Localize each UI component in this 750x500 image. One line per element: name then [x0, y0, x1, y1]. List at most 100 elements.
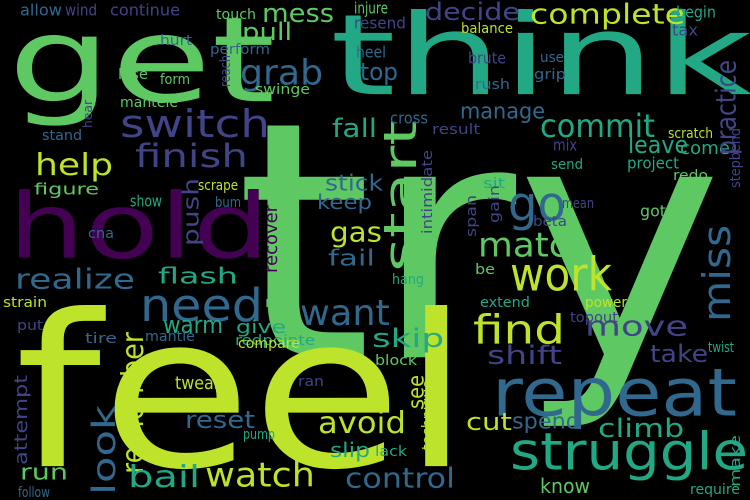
word-wind: wind — [65, 0, 98, 20]
word-power: power — [585, 293, 628, 311]
word-perform: perform — [210, 40, 271, 58]
word-finish: finish — [135, 137, 248, 175]
word-span: span — [462, 194, 480, 237]
word-got: got — [640, 201, 666, 221]
word-grip: grip — [534, 65, 566, 83]
word-require: require — [690, 480, 740, 498]
word-extend: extend — [480, 293, 530, 311]
word-strain: strain — [3, 293, 47, 311]
word-twist: twist — [708, 338, 735, 356]
word-hold: hold — [8, 173, 270, 280]
word-go: go — [508, 175, 566, 232]
word-stepbend: stepbend — [726, 127, 744, 188]
word-show: show — [130, 191, 163, 211]
word-cross: cross — [390, 108, 429, 128]
word-gain: gain — [485, 185, 503, 223]
word-hear: hear — [80, 99, 95, 128]
word-send: send — [551, 155, 584, 173]
word-make: make — [726, 435, 744, 487]
word-reset: reset — [185, 405, 256, 434]
word-fall: fall — [332, 112, 378, 144]
word-put: put — [17, 316, 44, 334]
word-struggle: struggle — [510, 421, 749, 483]
word-lose: lose — [118, 65, 148, 83]
word-mantle: mantle — [145, 327, 195, 345]
word-leave: leave — [628, 130, 689, 159]
word-feel: feel — [15, 268, 471, 500]
word-mantele: mantele — [120, 93, 179, 111]
word-scrape: scrape — [198, 176, 239, 194]
word-cut: cut — [466, 407, 512, 436]
word-know: know — [540, 474, 591, 498]
word-lack: lack — [375, 442, 407, 460]
word-read: read — [265, 293, 301, 311]
word-hurt: hurt — [160, 31, 193, 49]
word-top: top — [360, 57, 398, 86]
word-bail: bail — [128, 459, 201, 495]
word-shift: shift — [487, 339, 562, 371]
word-allow: allow — [20, 0, 62, 20]
word-continue: continue — [110, 0, 180, 20]
word-resend: resend — [354, 13, 406, 33]
word-follow: follow — [18, 483, 50, 500]
word-redo: redo — [673, 166, 709, 184]
word-watch: watch — [205, 454, 315, 495]
word-realize: realize — [15, 262, 136, 296]
word-form: form — [160, 70, 191, 88]
word-come: come — [680, 137, 731, 159]
word-work: work — [510, 247, 612, 302]
word-bum: bum — [215, 193, 242, 211]
word-slip: slip — [330, 438, 371, 462]
word-attempt: attempt — [10, 374, 32, 465]
word-skip: skip — [372, 322, 445, 354]
word-climb: climb — [598, 412, 685, 444]
word-rush: rush — [475, 75, 510, 93]
word-cna: cna — [88, 224, 114, 242]
word-pump: pump — [243, 425, 275, 443]
word-stick: stick — [325, 170, 383, 196]
word-take: take — [650, 339, 709, 368]
word-balance: balance — [461, 19, 513, 37]
word-flash: flash — [158, 263, 238, 289]
word-run: run — [20, 459, 68, 485]
word-touch: touch — [216, 5, 257, 23]
word-spend: spend — [512, 408, 580, 434]
word-block: block — [375, 351, 418, 369]
word-need: need — [140, 278, 263, 332]
word-control: control — [345, 461, 455, 495]
word-project: project — [627, 153, 680, 173]
word-find: find — [473, 306, 565, 354]
word-be: be — [475, 260, 495, 278]
word-tweak: tweak — [175, 372, 223, 394]
word-reach: reach — [216, 54, 234, 87]
word-compare: compare — [238, 334, 300, 352]
word-try: try — [235, 50, 724, 437]
word-help: help — [35, 147, 114, 183]
word-fail: fail — [328, 245, 376, 271]
word-start: start — [373, 120, 427, 273]
word-gas: gas — [330, 215, 382, 249]
word-pull: pull — [242, 17, 293, 46]
word-get: get — [8, 0, 276, 130]
word-warm: warm — [163, 310, 223, 339]
word-result: result — [432, 120, 480, 138]
word-stand: stand — [42, 126, 83, 144]
word-redpointe: redpointe — [235, 331, 316, 349]
word-miss: miss — [694, 224, 740, 322]
word-give: give — [236, 316, 286, 338]
word-use: use — [540, 48, 565, 66]
word-manage: manage — [460, 98, 546, 124]
word-mean: mean — [562, 194, 594, 212]
word-swinge: swinge — [255, 80, 311, 98]
word-match: match — [478, 224, 592, 265]
word-tax: tax — [672, 20, 698, 40]
word-tire: tire — [85, 329, 118, 347]
word-scratch: scratch — [668, 124, 714, 142]
word-complete: complete — [530, 0, 686, 31]
word-sit: sit — [483, 174, 506, 192]
word-grab: grab — [240, 51, 324, 93]
word-intimidate: intimidate — [418, 150, 436, 234]
word-topout: topout — [570, 308, 618, 326]
word-mess: mess — [262, 0, 335, 29]
